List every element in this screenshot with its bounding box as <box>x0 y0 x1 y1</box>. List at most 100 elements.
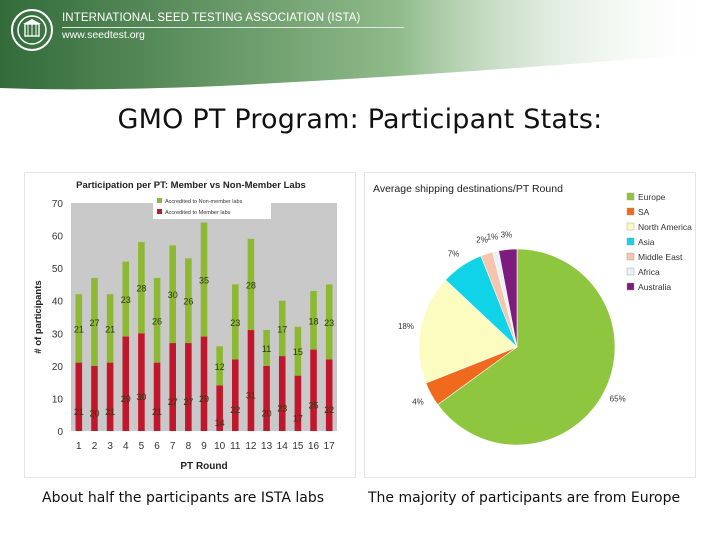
x-axis-label: PT Round <box>180 461 227 472</box>
data-label-nonmember-2: 27 <box>89 318 99 328</box>
shipping-pie-chart: Average shipping destinations/PT Round 65… <box>364 172 696 478</box>
y-tick-label-60: 60 <box>52 232 64 243</box>
data-label-member-11: 22 <box>230 405 240 415</box>
bar-nonmember-9 <box>200 222 208 337</box>
bar-chart-legend: Accredited to Non-member labs Accredited … <box>153 194 271 219</box>
data-label-member-14: 23 <box>277 404 287 414</box>
pie-legend-swatch-6 <box>626 267 635 276</box>
data-label-member-16: 25 <box>309 400 319 410</box>
y-tick-label-70: 70 <box>52 199 64 210</box>
pie-legend-entry-3: North America <box>638 222 692 232</box>
pie-slice-europe <box>437 248 616 446</box>
pie-pct-label-6: 1% <box>487 233 499 242</box>
data-label-member-6: 21 <box>152 407 162 417</box>
data-label-member-1: 21 <box>74 407 84 417</box>
x-tick-label-16: 16 <box>308 441 320 452</box>
pie-chart-title: Average shipping destinations/PT Round <box>373 183 563 195</box>
data-label-member-17: 22 <box>324 405 334 415</box>
caption-europe: The majority of participants are from Eu… <box>368 490 681 506</box>
legend-entry-2: Accredited to Member labs <box>165 210 231 216</box>
y-tick-label-10: 10 <box>52 394 64 405</box>
bar-member-5 <box>138 333 145 431</box>
organization-url[interactable]: www.seedtest.org <box>62 29 145 41</box>
bar-nonmember-6 <box>153 277 161 363</box>
data-label-nonmember-3: 21 <box>105 324 115 334</box>
data-label-nonmember-14: 17 <box>277 324 287 334</box>
bar-nonmember-17 <box>325 284 333 360</box>
data-label-member-9: 29 <box>199 394 209 404</box>
bar-nonmember-14 <box>278 300 286 357</box>
data-label-nonmember-7: 30 <box>168 290 178 300</box>
pie-pct-label-4: 7% <box>448 250 460 259</box>
bar-nonmember-11 <box>232 284 239 360</box>
pie-slice-australia <box>498 248 518 348</box>
bar-member-9 <box>200 336 208 431</box>
bar-member-6 <box>153 362 161 431</box>
bar-member-7 <box>169 343 176 431</box>
pie-legend-swatch-7 <box>626 282 635 291</box>
bar-member-1 <box>75 362 83 431</box>
legend-swatch-2 <box>157 209 162 214</box>
pie-legend-swatch-5 <box>626 252 635 261</box>
data-label-nonmember-11: 23 <box>230 318 240 328</box>
data-label-member-15: 17 <box>293 413 303 423</box>
header-band: INTERNATIONAL SEED TESTING ASSOCIATION (… <box>0 0 720 92</box>
bar-member-15 <box>294 375 302 431</box>
data-label-member-3: 21 <box>105 407 115 417</box>
bar-member-4 <box>122 336 130 431</box>
data-label-nonmember-16: 18 <box>309 316 319 326</box>
bar-nonmember-8 <box>185 258 192 344</box>
data-label-nonmember-9: 35 <box>199 276 209 286</box>
data-label-member-13: 20 <box>262 408 272 418</box>
data-label-nonmember-12: 28 <box>246 280 256 290</box>
bar-nonmember-3 <box>106 294 114 363</box>
bar-member-2 <box>91 365 98 431</box>
data-label-nonmember-10: 12 <box>215 362 225 372</box>
y-tick-label-40: 40 <box>52 297 64 308</box>
data-label-nonmember-13: 11 <box>262 344 271 354</box>
data-label-nonmember-17: 23 <box>324 318 334 328</box>
x-tick-label-2: 2 <box>92 441 98 452</box>
bar-member-16 <box>310 349 317 431</box>
bar-nonmember-12 <box>247 238 255 331</box>
bar-nonmember-2 <box>91 277 98 366</box>
pie-pct-label-5: 2% <box>476 236 488 245</box>
pie-legend-entry-5: Middle East <box>638 252 683 262</box>
pie-chart-svg: Average shipping destinations/PT Round 65… <box>373 183 692 446</box>
pie-pct-label-2: 4% <box>412 397 424 406</box>
x-tick-label-12: 12 <box>245 441 257 452</box>
bar-chart-svg: Participation per PT: Member vs Non-Memb… <box>33 180 337 472</box>
pie-legend-swatch-3 <box>626 222 635 231</box>
x-tick-label-5: 5 <box>139 441 145 452</box>
data-label-nonmember-4: 23 <box>121 295 131 305</box>
pie-pct-label-3: 18% <box>398 322 414 331</box>
x-tick-label-11: 11 <box>230 441 241 452</box>
data-label-nonmember-8: 26 <box>183 297 193 307</box>
x-tick-label-7: 7 <box>170 441 176 452</box>
data-label-member-7: 27 <box>168 397 178 407</box>
header-divider <box>62 27 404 28</box>
x-tick-label-13: 13 <box>261 441 273 452</box>
bar-member-8 <box>185 343 192 431</box>
data-label-member-2: 20 <box>89 408 99 418</box>
x-tick-label-8: 8 <box>186 441 192 452</box>
legend-entry-1: Accredited to Non-member labs <box>165 199 243 205</box>
bar-member-3 <box>106 362 114 431</box>
x-tick-label-9: 9 <box>201 441 207 452</box>
bar-member-10 <box>216 385 223 431</box>
bar-nonmember-10 <box>216 346 223 386</box>
y-tick-label-20: 20 <box>52 362 64 373</box>
bar-nonmember-4 <box>122 261 130 337</box>
legend-swatch-1 <box>157 198 162 203</box>
bar-member-17 <box>325 359 333 431</box>
y-axis-label: # of participants <box>33 280 44 353</box>
pie-legend-entry-6: Africa <box>638 267 660 277</box>
pie-legend-entry-7: Australia <box>638 282 671 292</box>
y-tick-label-0: 0 <box>57 427 63 438</box>
pie-legend-entry-1: Europe <box>638 192 666 202</box>
x-tick-label-3: 3 <box>107 441 113 452</box>
data-label-nonmember-15: 15 <box>293 347 303 357</box>
bar-nonmember-13 <box>263 330 270 366</box>
bar-nonmember-7 <box>169 245 176 344</box>
data-label-member-5: 30 <box>136 392 146 402</box>
